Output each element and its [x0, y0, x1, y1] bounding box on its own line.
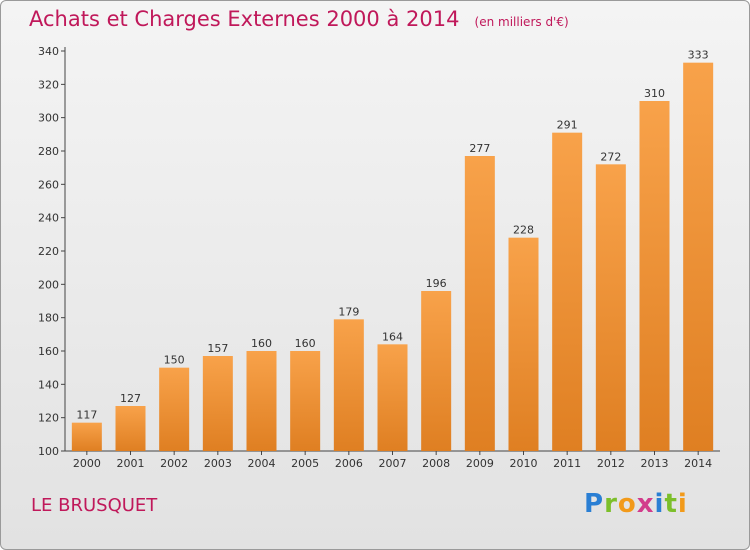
x-tick-label: 2009	[466, 457, 494, 470]
bar-value-label: 333	[688, 49, 709, 62]
bar-value-label: 157	[207, 342, 228, 355]
x-tick-label: 2014	[684, 457, 712, 470]
bar-value-label: 164	[382, 330, 403, 343]
x-tick-label: 2005	[291, 457, 319, 470]
y-tick-label: 320	[38, 78, 59, 91]
bar	[159, 367, 190, 451]
x-tick-label: 2011	[553, 457, 581, 470]
y-tick-label: 280	[38, 145, 59, 158]
bar-value-label: 277	[469, 142, 490, 155]
bar-value-label: 196	[426, 277, 447, 290]
bar-value-label: 150	[164, 354, 185, 367]
bar	[464, 156, 495, 451]
unit-label: (en milliers d'€)	[474, 15, 569, 29]
title-text: Achats et Charges Externes 2000 à 2014	[29, 7, 460, 31]
bar-value-label: 160	[251, 337, 272, 350]
place-name: LE BRUSQUET	[31, 495, 158, 516]
y-tick-label: 100	[38, 445, 59, 458]
x-tick-label: 2001	[117, 457, 145, 470]
y-tick-label: 180	[38, 312, 59, 325]
x-tick-label: 2010	[510, 457, 538, 470]
bar	[71, 422, 102, 451]
bar	[333, 319, 364, 451]
bar	[290, 351, 321, 451]
proxiti-logo: Proxiti	[584, 489, 688, 519]
bar	[508, 237, 539, 451]
bar	[202, 356, 233, 451]
bar	[683, 62, 714, 452]
x-tick-label: 2000	[73, 457, 101, 470]
bar-value-label: 291	[557, 119, 578, 132]
bar	[377, 344, 408, 451]
bar-value-label: 272	[600, 150, 621, 163]
bar-value-label: 310	[644, 87, 665, 100]
bar-value-label: 127	[120, 392, 141, 405]
y-tick-label: 260	[38, 178, 59, 191]
y-tick-label: 240	[38, 212, 59, 225]
x-tick-label: 2004	[248, 457, 276, 470]
bar-value-label: 228	[513, 224, 534, 237]
bar	[595, 164, 626, 452]
y-tick-label: 300	[38, 112, 59, 125]
x-tick-label: 2008	[422, 457, 450, 470]
y-tick-label: 120	[38, 412, 59, 425]
bar	[421, 291, 452, 451]
bar-value-label: 117	[76, 409, 97, 422]
x-tick-label: 2002	[160, 457, 188, 470]
y-tick-label: 200	[38, 278, 59, 291]
x-tick-label: 2006	[335, 457, 363, 470]
x-tick-label: 2007	[379, 457, 407, 470]
x-tick-label: 2012	[597, 457, 625, 470]
x-tick-label: 2003	[204, 457, 232, 470]
bar-value-label: 160	[295, 337, 316, 350]
y-tick-label: 140	[38, 378, 59, 391]
bar-value-label: 179	[338, 305, 359, 318]
x-tick-label: 2013	[641, 457, 669, 470]
bar	[639, 101, 670, 451]
y-tick-label: 220	[38, 245, 59, 258]
y-tick-label: 340	[38, 45, 59, 58]
chart-title: Achats et Charges Externes 2000 à 2014 (…	[29, 7, 569, 31]
bar	[115, 406, 146, 451]
y-tick-label: 160	[38, 345, 59, 358]
bar	[246, 351, 277, 451]
bar	[552, 132, 583, 451]
